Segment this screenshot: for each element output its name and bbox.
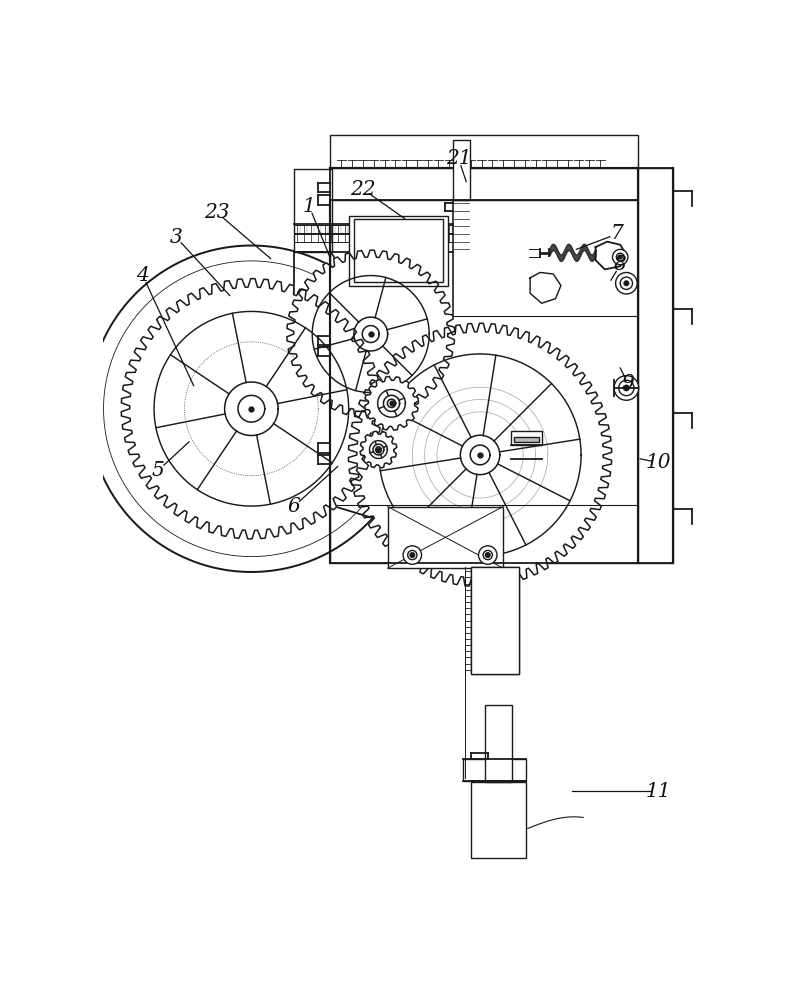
Circle shape <box>613 249 628 265</box>
Circle shape <box>624 281 629 286</box>
Text: 22: 22 <box>351 180 376 199</box>
Polygon shape <box>596 242 626 269</box>
Text: 6: 6 <box>288 497 300 516</box>
Circle shape <box>408 550 417 560</box>
Text: 5: 5 <box>152 461 164 480</box>
Bar <box>471 567 518 674</box>
Circle shape <box>616 272 638 294</box>
Polygon shape <box>348 323 612 587</box>
Circle shape <box>620 277 633 289</box>
Circle shape <box>483 550 492 560</box>
Circle shape <box>479 546 497 564</box>
Polygon shape <box>287 250 455 418</box>
Circle shape <box>617 253 624 261</box>
Bar <box>349 216 447 286</box>
Text: 8: 8 <box>614 255 626 274</box>
Bar <box>463 759 526 781</box>
Polygon shape <box>121 279 381 539</box>
Bar <box>471 567 518 674</box>
Bar <box>514 437 538 442</box>
Circle shape <box>619 380 634 396</box>
Text: 1: 1 <box>303 197 315 216</box>
Text: 11: 11 <box>646 782 671 801</box>
Bar <box>453 140 470 200</box>
Text: 3: 3 <box>169 228 182 247</box>
Text: 9: 9 <box>621 374 634 393</box>
Bar <box>388 507 503 568</box>
Polygon shape <box>530 272 561 303</box>
Bar <box>330 200 638 563</box>
Polygon shape <box>360 431 397 468</box>
Text: 21: 21 <box>446 149 472 168</box>
Text: 23: 23 <box>204 203 230 222</box>
Polygon shape <box>364 377 418 430</box>
Circle shape <box>618 255 622 259</box>
Text: 10: 10 <box>646 453 671 472</box>
Bar <box>330 135 638 168</box>
Bar <box>293 169 332 252</box>
Bar <box>511 431 542 445</box>
Bar <box>354 219 443 282</box>
Circle shape <box>410 553 414 557</box>
Circle shape <box>624 385 629 391</box>
Text: 7: 7 <box>611 224 624 243</box>
Bar <box>471 782 526 858</box>
Bar <box>638 168 672 563</box>
Text: 4: 4 <box>136 266 149 285</box>
Circle shape <box>614 376 638 400</box>
Circle shape <box>485 553 490 557</box>
Bar <box>484 705 513 782</box>
Circle shape <box>403 546 422 564</box>
